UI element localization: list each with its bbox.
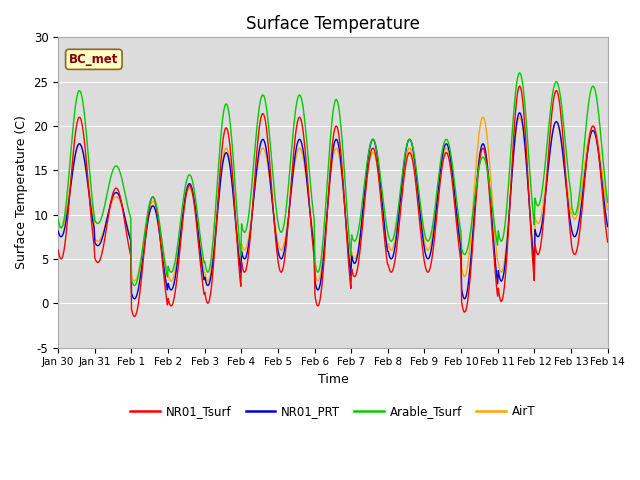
Y-axis label: Surface Temperature (C): Surface Temperature (C) [15, 116, 28, 269]
Legend: NR01_Tsurf, NR01_PRT, Arable_Tsurf, AirT: NR01_Tsurf, NR01_PRT, Arable_Tsurf, AirT [126, 400, 540, 422]
Text: BC_met: BC_met [69, 53, 118, 66]
Title: Surface Temperature: Surface Temperature [246, 15, 420, 33]
X-axis label: Time: Time [317, 373, 348, 386]
